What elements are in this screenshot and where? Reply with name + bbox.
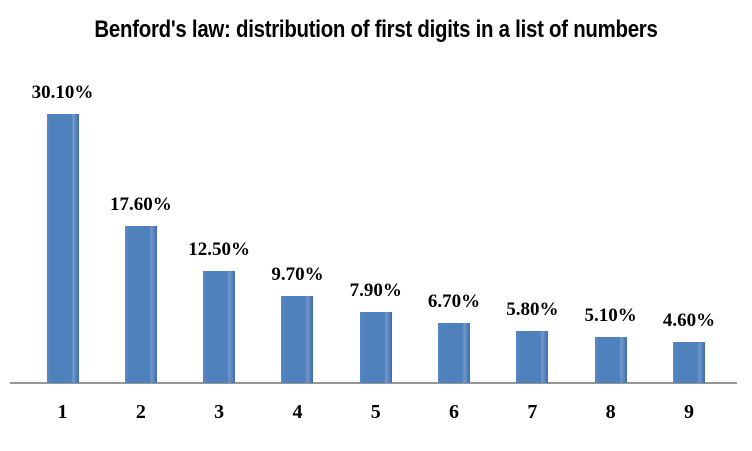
bar-value-label: 5.10% — [584, 305, 637, 326]
x-axis-line — [10, 382, 737, 384]
bar — [516, 331, 549, 383]
bar — [438, 323, 471, 383]
x-axis-tick-label: 3 — [214, 401, 225, 423]
x-axis-tick-label: 9 — [683, 401, 694, 423]
bar-value-label: 4.60% — [662, 310, 716, 331]
bar-value-label: 5.80% — [506, 299, 559, 320]
bar-value-label: 9.70% — [271, 264, 324, 285]
bar — [124, 226, 157, 383]
x-axis-tick-label: 2 — [135, 401, 146, 423]
bar — [281, 296, 314, 383]
bar-value-label: 30.10% — [31, 82, 94, 103]
x-axis-tick-label: 6 — [449, 401, 460, 423]
x-axis-tick-label: 8 — [605, 401, 616, 423]
chart-title: Benford's law: distribution of first dig… — [94, 16, 658, 43]
bar-value-label: 7.90% — [349, 280, 402, 301]
x-axis-tick-label: 5 — [370, 401, 381, 423]
bar — [46, 114, 79, 383]
bar — [672, 342, 705, 383]
bar — [203, 271, 236, 383]
bar-value-label: 17.60% — [109, 194, 172, 215]
x-axis-tick-label: 7 — [527, 401, 538, 423]
x-axis-tick-label: 1 — [57, 401, 68, 423]
bar — [359, 312, 392, 383]
bar-value-label: 6.70% — [427, 291, 481, 312]
x-axis-tick-label: 4 — [292, 401, 303, 423]
bar — [594, 337, 627, 383]
bar-value-label: 12.50% — [188, 239, 251, 260]
